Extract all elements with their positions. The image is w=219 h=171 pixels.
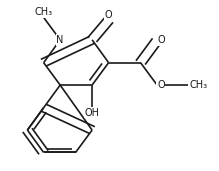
Text: CH₃: CH₃: [35, 7, 53, 17]
Text: O: O: [157, 80, 165, 90]
Text: O: O: [157, 35, 165, 45]
Text: CH₃: CH₃: [189, 80, 207, 90]
Text: N: N: [57, 35, 64, 45]
Text: O: O: [105, 10, 112, 20]
Text: OH: OH: [85, 108, 100, 118]
